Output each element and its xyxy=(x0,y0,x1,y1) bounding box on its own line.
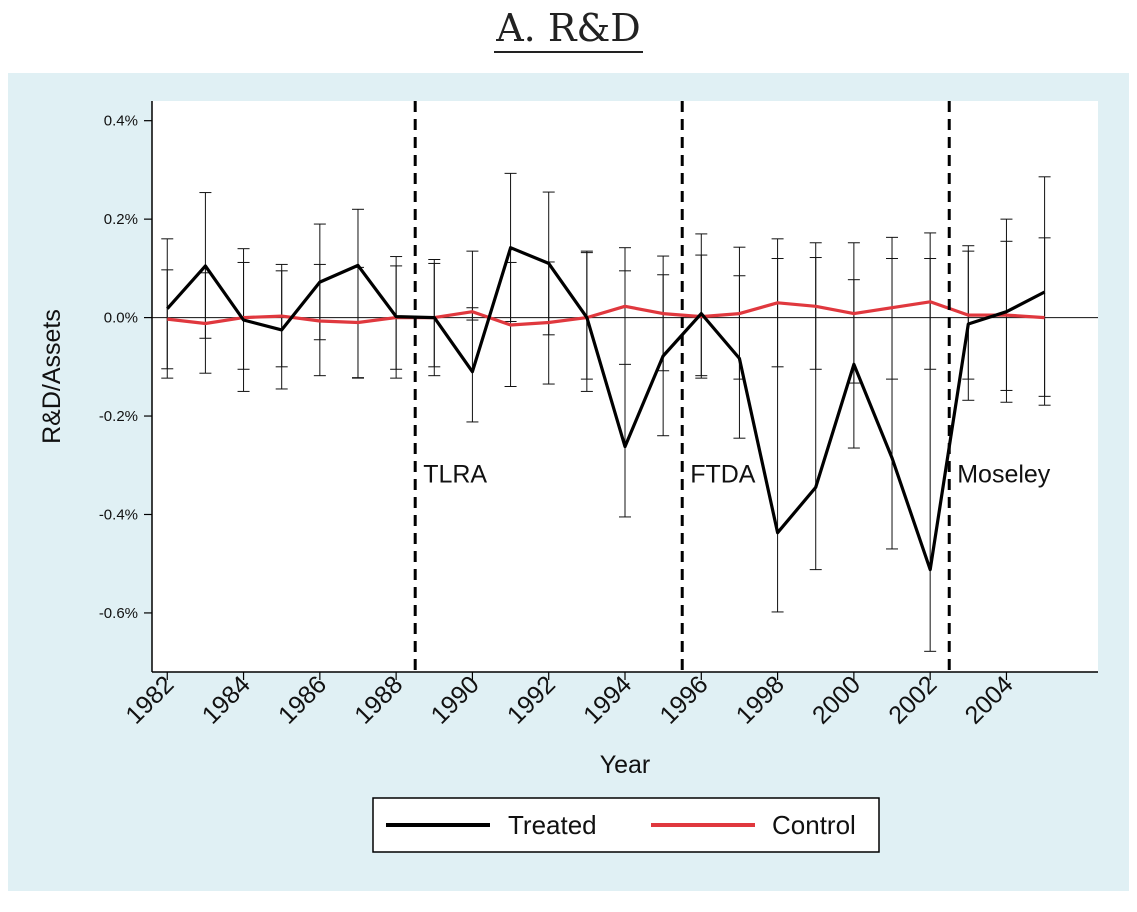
chart-title: A. R&D xyxy=(494,6,643,53)
event-label-moseley: Moseley xyxy=(957,460,1051,488)
y-tick-label: 0.0% xyxy=(104,310,138,327)
legend-label-treated: Treated xyxy=(508,810,597,840)
y-tick-label: -0.4% xyxy=(99,506,138,523)
y-tick-label: -0.2% xyxy=(99,408,138,425)
y-tick-label: 0.2% xyxy=(104,211,138,228)
event-label-tlra: TLRA xyxy=(423,460,487,488)
control-series-line xyxy=(167,300,1045,327)
x-axis-label: Year xyxy=(600,751,651,779)
y-axis-label: R&D/Assets xyxy=(38,309,66,444)
y-tick-label: -0.6% xyxy=(99,605,138,622)
legend-label-control: Control xyxy=(772,810,856,840)
y-tick-label: 0.4% xyxy=(104,113,138,130)
event-label-ftda: FTDA xyxy=(690,460,756,488)
treated-series-line xyxy=(166,246,1046,572)
